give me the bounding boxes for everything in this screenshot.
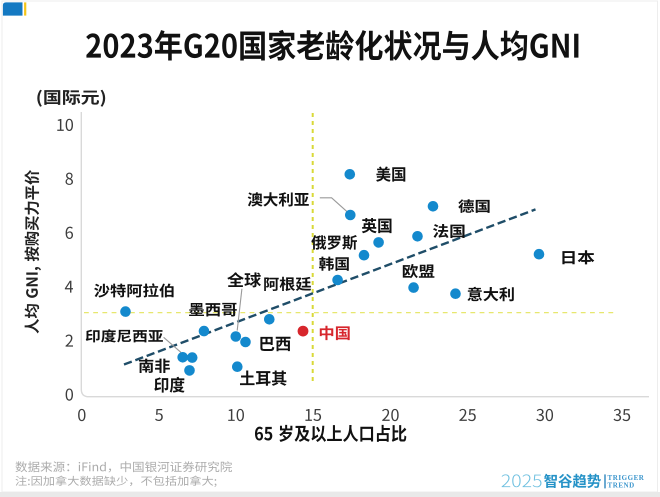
svg-text:TRIGGER: TRIGGER xyxy=(608,474,645,482)
svg-text:TREND: TREND xyxy=(608,482,635,490)
